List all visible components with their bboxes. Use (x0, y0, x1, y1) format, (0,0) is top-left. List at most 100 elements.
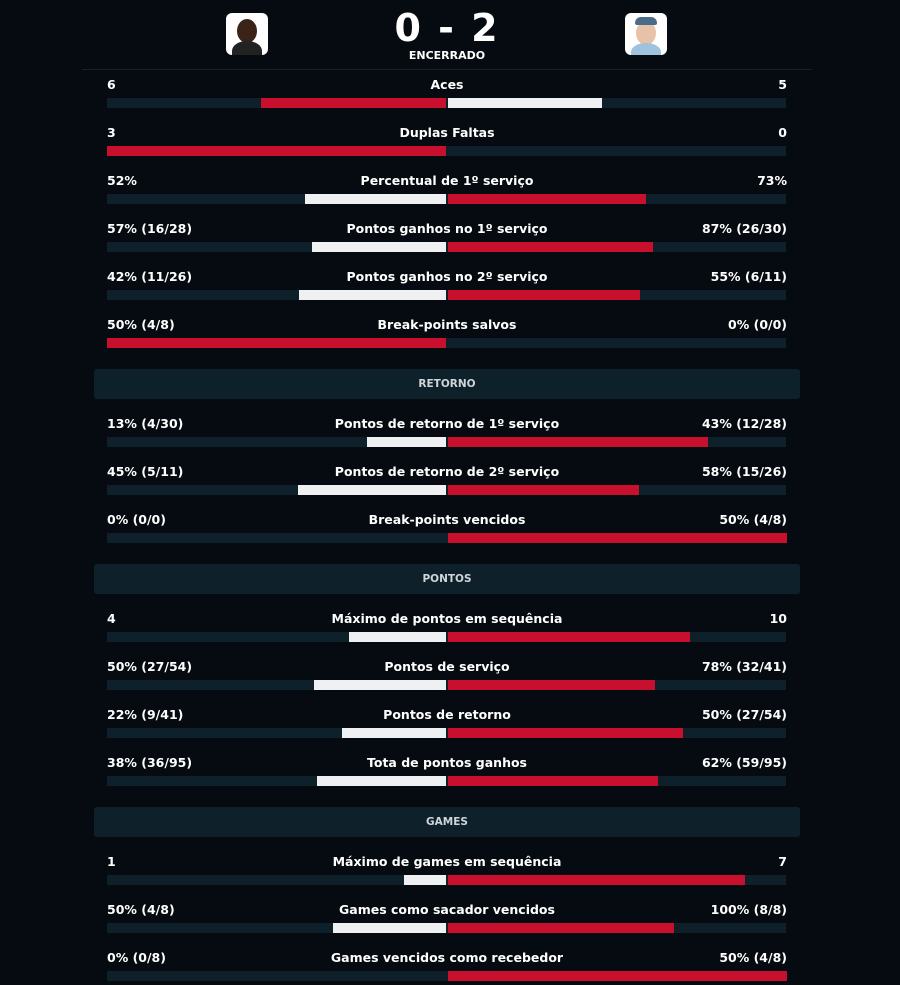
home-bar (261, 98, 446, 108)
home-value: 57% (16/28) (107, 221, 193, 236)
away-bar (448, 242, 653, 252)
home-value: 50% (4/8) (107, 902, 175, 917)
score: 0 - 2 (394, 6, 500, 50)
home-value: 3 (107, 125, 116, 140)
away-bar (448, 533, 787, 543)
away-value: 43% (12/28) (701, 416, 787, 431)
away-bar (448, 776, 659, 786)
home-bar (304, 194, 446, 204)
away-value: 7 (778, 854, 787, 869)
home-bar (367, 437, 446, 447)
bar-track (107, 437, 786, 447)
stat-label: Tota de pontos ganhos (367, 755, 527, 770)
home-value: 6 (107, 77, 116, 92)
away-value: 50% (4/8) (719, 950, 787, 965)
home-value: 38% (36/95) (107, 755, 193, 770)
away-value: 73% (757, 173, 787, 188)
away-value: 50% (27/54) (701, 707, 787, 722)
home-bar (317, 776, 446, 786)
home-bar (342, 728, 446, 738)
home-value: 13% (4/30) (107, 416, 184, 431)
bar-track (107, 776, 786, 786)
away-player-avatar[interactable] (625, 13, 667, 55)
away-bar (448, 971, 787, 981)
stat-label: Pontos ganhos no 2º serviço (346, 269, 548, 284)
home-bar (107, 338, 446, 348)
stat-label: Break-points vencidos (368, 512, 526, 527)
bar-track (107, 242, 786, 252)
away-value: 100% (8/8) (710, 902, 787, 917)
away-bar (448, 875, 745, 885)
stat-label: Break-points salvos (377, 317, 517, 332)
bar-track (107, 533, 786, 543)
away-bar (448, 728, 684, 738)
match-status: ENCERRADO (408, 49, 486, 62)
stat-label: Pontos ganhos no 1º serviço (346, 221, 548, 236)
home-value: 0% (0/8) (107, 950, 166, 965)
away-bar (448, 680, 655, 690)
home-bar (313, 680, 446, 690)
stat-label: Games vencidos como recebedor (330, 950, 564, 965)
home-value: 1 (107, 854, 116, 869)
away-value: 55% (6/11) (710, 269, 787, 284)
away-value: 0% (0/0) (728, 317, 787, 332)
away-bar (448, 437, 709, 447)
bar-track (107, 146, 786, 156)
avatar-face (237, 19, 257, 43)
home-value: 4 (107, 611, 116, 626)
home-bar (403, 875, 446, 885)
home-bar (297, 485, 446, 495)
stat-label: Percentual de 1º serviço (360, 173, 534, 188)
away-value: 62% (59/95) (701, 755, 787, 770)
home-bar (107, 146, 446, 156)
away-bar (448, 290, 641, 300)
away-value: 0 (778, 125, 787, 140)
home-bar (349, 632, 446, 642)
avatar-face (636, 21, 656, 45)
section-header: RETORNO (94, 368, 800, 399)
stat-label: Pontos de retorno de 1º serviço (334, 416, 560, 431)
stat-label: Pontos de serviço (384, 659, 510, 674)
bar-track (107, 485, 786, 495)
home-bar (333, 923, 446, 933)
stat-label: Máximo de pontos em sequência (331, 611, 563, 626)
away-value: 5 (778, 77, 787, 92)
stat-label: Aces (430, 77, 464, 92)
away-bar (448, 194, 646, 204)
bar-track (107, 290, 786, 300)
home-value: 45% (5/11) (107, 464, 184, 479)
bar-track (107, 875, 786, 885)
stat-label: Máximo de games em sequência (332, 854, 562, 869)
home-value: 50% (27/54) (107, 659, 193, 674)
home-value: 42% (11/26) (107, 269, 193, 284)
away-value: 78% (32/41) (701, 659, 787, 674)
stat-label: Pontos de retorno de 2º serviço (334, 464, 560, 479)
stat-label: Duplas Faltas (399, 125, 495, 140)
away-bar (448, 98, 603, 108)
avatar-body (232, 41, 262, 55)
bar-track (107, 971, 786, 981)
away-value: 58% (15/26) (701, 464, 787, 479)
home-bar (299, 290, 446, 300)
section-header: GAMES (94, 806, 800, 837)
home-value: 52% (107, 173, 137, 188)
away-bar (448, 923, 674, 933)
bar-track (107, 338, 786, 348)
home-player-avatar[interactable] (226, 13, 268, 55)
home-value: 0% (0/0) (107, 512, 166, 527)
bar-track (107, 923, 786, 933)
away-bar (448, 632, 691, 642)
bar-track (107, 728, 786, 738)
home-bar (311, 242, 446, 252)
section-header: PONTOS (94, 563, 800, 594)
away-bar (448, 485, 639, 495)
away-value: 87% (26/30) (701, 221, 787, 236)
avatar-headband (635, 17, 657, 25)
bar-track (107, 632, 786, 642)
stat-label: Games como sacador vencidos (339, 902, 555, 917)
away-value: 50% (4/8) (719, 512, 787, 527)
bar-track (107, 194, 786, 204)
stat-label: Pontos de retorno (383, 707, 511, 722)
home-value: 50% (4/8) (107, 317, 175, 332)
